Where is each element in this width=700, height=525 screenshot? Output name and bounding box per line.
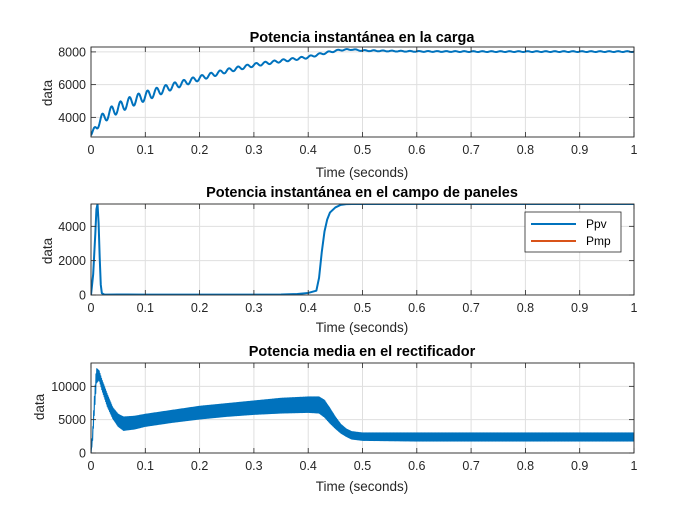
x-tick-label: 0.2 xyxy=(191,301,208,315)
subplot-3-title: Potencia media en el rectificador xyxy=(249,344,476,360)
x-tick-label: 0.6 xyxy=(408,459,425,473)
y-tick-label: 0 xyxy=(79,447,86,461)
x-tick-label: 0 xyxy=(88,459,95,473)
x-tick-label: 0.2 xyxy=(191,459,208,473)
subplot-1-xlabel: Time (seconds) xyxy=(316,165,409,180)
x-tick-label: 0.8 xyxy=(517,459,534,473)
x-tick-label: 0.3 xyxy=(245,459,262,473)
x-tick-label: 0.4 xyxy=(300,143,317,157)
x-tick-label: 0.3 xyxy=(245,301,262,315)
x-tick-label: 0.5 xyxy=(354,143,371,157)
x-tick-label: 0.7 xyxy=(462,143,479,157)
subplot-1-title: Potencia instantánea en la carga xyxy=(250,30,476,46)
x-tick-label: 0.9 xyxy=(571,459,588,473)
x-tick-label: 0.1 xyxy=(137,459,154,473)
y-tick-label: 8000 xyxy=(58,45,86,59)
y-tick-label: 5000 xyxy=(58,413,86,427)
subplot-2-ylabel: data xyxy=(40,237,55,264)
x-tick-label: 0.4 xyxy=(300,459,317,473)
y-tick-label: 0 xyxy=(79,289,86,303)
x-tick-label: 0.6 xyxy=(408,143,425,157)
subplot-rectifier-power: Potencia media en el rectificador data T… xyxy=(32,344,638,494)
y-tick-label: 2000 xyxy=(58,254,86,268)
legend: Ppv Pmp xyxy=(524,211,622,253)
subplot-1-ylabel: data xyxy=(40,79,55,106)
x-tick-label: 0.4 xyxy=(300,301,317,315)
series-line-rectifier-power xyxy=(91,368,634,453)
x-tick-label: 0.8 xyxy=(517,301,534,315)
x-tick-label: 1 xyxy=(631,143,638,157)
x-tick-label: 0 xyxy=(88,143,95,157)
subplot-3-xlabel: Time (seconds) xyxy=(316,479,409,494)
x-tick-label: 0 xyxy=(88,301,95,315)
series-group xyxy=(91,368,634,453)
subplot-3-ylabel: data xyxy=(32,393,47,420)
x-tick-label: 0.3 xyxy=(245,143,262,157)
x-tick-label: 0.7 xyxy=(462,459,479,473)
subplot-panel-power: Potencia instantánea en el campo de pane… xyxy=(40,185,638,335)
x-tick-label: 1 xyxy=(631,301,638,315)
x-tick-label: 0.8 xyxy=(517,143,534,157)
x-tick-label: 0.7 xyxy=(462,301,479,315)
x-tick-label: 0.9 xyxy=(571,301,588,315)
y-tick-label: 6000 xyxy=(58,78,86,92)
legend-label-pmp: Pmp xyxy=(586,234,611,248)
legend-label-ppv: Ppv xyxy=(586,217,607,231)
legend-box xyxy=(524,211,622,253)
x-tick-label: 0.9 xyxy=(571,143,588,157)
y-tick-label: 4000 xyxy=(58,220,86,234)
x-tick-label: 0.5 xyxy=(354,459,371,473)
x-tick-label: 0.1 xyxy=(137,301,154,315)
subplot-load-power: Potencia instantánea en la carga data Ti… xyxy=(40,30,638,180)
y-tick-label: 10000 xyxy=(51,380,86,394)
y-tick-label: 4000 xyxy=(58,111,86,125)
subplot-2-title: Potencia instantánea en el campo de pane… xyxy=(206,185,518,201)
subplot-2-xlabel: Time (seconds) xyxy=(316,320,409,335)
x-tick-label: 0.2 xyxy=(191,143,208,157)
x-tick-label: 0.1 xyxy=(137,143,154,157)
x-tick-label: 0.5 xyxy=(354,301,371,315)
x-tick-label: 1 xyxy=(631,459,638,473)
x-tick-label: 0.6 xyxy=(408,301,425,315)
